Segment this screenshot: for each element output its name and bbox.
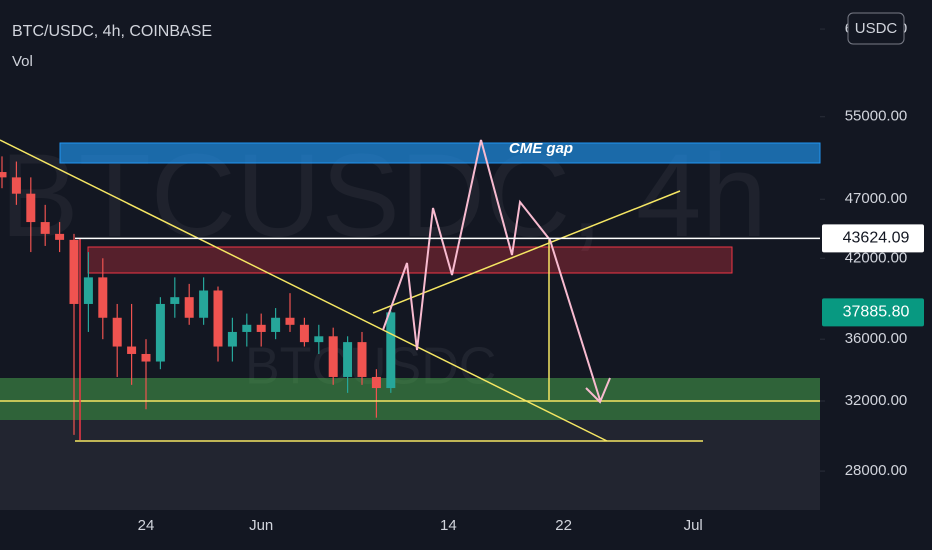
y-tick-label: 28000.00: [845, 462, 908, 479]
currency-label: USDC: [855, 20, 898, 37]
last-price-badge: [822, 298, 924, 327]
candle-body: [256, 324, 266, 332]
candle-body: [184, 297, 194, 318]
candle-body: [170, 297, 180, 304]
price-line-label: 43624.09: [843, 230, 910, 247]
projection-path: [382, 139, 601, 401]
candle-body: [271, 317, 281, 332]
downtrend-line: [0, 139, 608, 442]
candle-body: [213, 290, 223, 347]
x-tick-label: Jun: [249, 517, 273, 534]
candle-body: [55, 233, 65, 240]
annotation: CME gap: [509, 140, 573, 157]
currency-badge[interactable]: [847, 12, 905, 45]
resistance-zone: [87, 246, 733, 274]
candle-body: [314, 336, 324, 343]
y-tick-label: 36000.00: [845, 330, 908, 347]
candle-body: [227, 331, 237, 347]
candle-body: [386, 312, 396, 389]
candle-body: [328, 336, 338, 377]
candle-body: [343, 342, 353, 377]
gray-zone: [0, 420, 820, 510]
candle-body: [299, 324, 309, 343]
y-tick-label: 55000.00: [845, 108, 908, 125]
candle-body: [40, 222, 50, 234]
candle-body: [141, 353, 151, 362]
projection-arrow: [585, 377, 611, 404]
candle-body: [0, 172, 7, 178]
volume-label: Vol: [12, 53, 33, 70]
price-line-badge: [822, 224, 924, 253]
candle-body: [112, 317, 122, 347]
y-tick-label: 47000.00: [845, 190, 908, 207]
candle-body: [83, 277, 93, 304]
candle-body: [127, 346, 137, 354]
candle-body: [69, 239, 79, 304]
cme-gap-zone: [59, 142, 821, 164]
x-tick-label: 14: [440, 517, 457, 534]
candle-body: [11, 177, 21, 194]
candle-body: [155, 303, 165, 362]
candle-body: [26, 193, 36, 223]
y-tick-label: 42000.00: [845, 249, 908, 266]
candle-body: [199, 290, 209, 318]
support-zone: [0, 378, 820, 420]
x-tick-label: 22: [555, 517, 572, 534]
x-tick-label: 24: [138, 517, 155, 534]
candle-body: [98, 277, 108, 318]
candle-body: [285, 317, 295, 325]
y-tick-label: 32000.00: [845, 392, 908, 409]
candle-body: [242, 324, 252, 332]
chart-title: BTC/USDC, 4h, COINBASE: [12, 23, 212, 40]
candle-body: [371, 376, 381, 389]
last-price-label: 37885.80: [843, 304, 910, 321]
candle-body: [357, 342, 367, 377]
x-tick-label: Jul: [684, 517, 703, 534]
